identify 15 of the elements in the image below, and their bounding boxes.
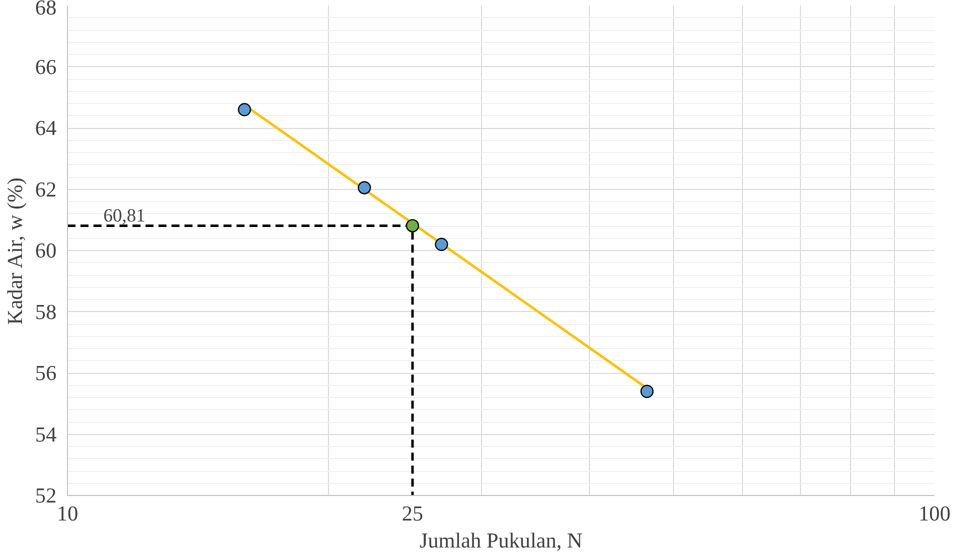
y-tick-label: 68 bbox=[35, 0, 56, 20]
y-tick-label: 66 bbox=[35, 54, 57, 79]
y-tick-label: 62 bbox=[35, 177, 56, 202]
x-tick-label: 10 bbox=[56, 502, 78, 526]
y-tick-label: 64 bbox=[35, 116, 57, 140]
y-tick-label: 58 bbox=[35, 300, 56, 324]
y-tick-label: 52 bbox=[35, 484, 56, 508]
x-tick-label: 100 bbox=[918, 502, 951, 526]
y-tick-label: 54 bbox=[35, 422, 57, 446]
x-tick-label: 25 bbox=[402, 502, 424, 526]
annotation: 60,81 bbox=[103, 206, 146, 227]
y-axis-title: Kadar Air, w (%) bbox=[3, 177, 28, 325]
x-axis-title: Jumlah Pukulan, N bbox=[420, 528, 582, 552]
y-tick-label: 60 bbox=[35, 238, 56, 262]
y-tick-label: 56 bbox=[35, 361, 57, 385]
